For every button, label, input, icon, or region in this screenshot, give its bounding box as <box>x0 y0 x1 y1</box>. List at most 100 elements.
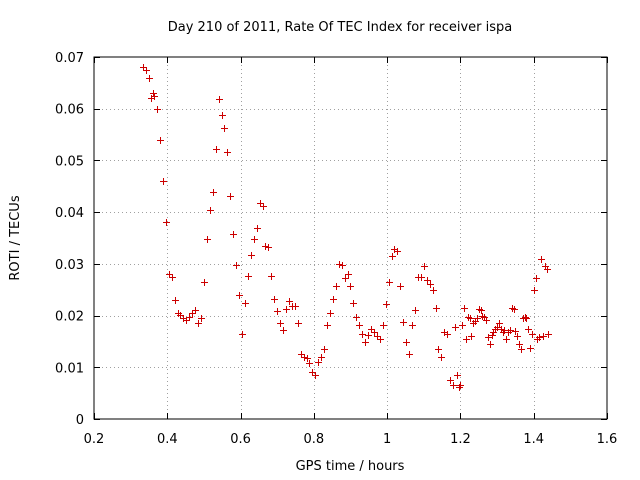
data-point <box>295 320 302 327</box>
data-point <box>483 317 490 324</box>
data-point <box>514 333 521 340</box>
data-points <box>140 64 552 391</box>
data-point <box>207 207 214 214</box>
data-point <box>183 317 190 324</box>
x-tick-label: 1.4 <box>523 432 544 447</box>
data-point <box>389 253 396 260</box>
data-point <box>424 277 431 284</box>
data-point <box>496 320 503 327</box>
data-point <box>150 90 157 97</box>
data-point <box>478 307 485 314</box>
data-point <box>467 315 474 322</box>
y-tick-label: 0 <box>76 413 84 428</box>
data-point <box>516 341 523 348</box>
data-point <box>277 320 284 327</box>
data-point <box>280 327 287 334</box>
data-point <box>140 64 147 71</box>
x-tick-labels: 0.2 0.4 0.6 0.8 1 1.2 1.4 1.6 <box>84 432 618 447</box>
data-point <box>236 292 243 299</box>
data-point <box>527 345 534 352</box>
data-point <box>444 331 451 338</box>
data-point <box>485 334 492 341</box>
data-point <box>538 256 545 263</box>
data-point <box>274 308 281 315</box>
data-point <box>304 355 311 362</box>
chart-title: Day 210 of 2011, Rate Of TEC Index for r… <box>168 20 513 35</box>
x-tick-label: 0.6 <box>230 432 251 447</box>
data-point <box>353 314 360 321</box>
y-tick-label: 0.04 <box>55 206 84 221</box>
data-point <box>309 369 316 376</box>
data-point <box>298 351 305 358</box>
data-point <box>146 75 153 82</box>
data-point <box>494 324 501 331</box>
data-point <box>271 296 278 303</box>
grid-lines <box>94 57 607 419</box>
data-point <box>330 296 337 303</box>
data-point <box>403 339 410 346</box>
data-point <box>386 279 393 286</box>
y-tick-label: 0.07 <box>55 51 84 66</box>
data-point <box>143 67 150 74</box>
data-point <box>201 279 208 286</box>
y-tick-label: 0.01 <box>55 361 84 376</box>
data-point <box>221 125 228 132</box>
data-point <box>461 305 468 312</box>
data-point <box>347 283 354 290</box>
y-tick-label: 0.05 <box>55 154 84 169</box>
data-point <box>427 281 434 288</box>
data-point <box>512 328 519 335</box>
data-point <box>318 354 325 361</box>
data-point <box>157 137 164 144</box>
data-point <box>204 236 211 243</box>
data-point <box>265 244 272 251</box>
data-point <box>397 283 404 290</box>
data-point <box>242 300 249 307</box>
x-tick-label: 1.6 <box>597 432 618 447</box>
data-point <box>400 319 407 326</box>
data-point <box>531 287 538 294</box>
data-point <box>233 262 240 269</box>
data-point <box>365 332 372 339</box>
data-point <box>324 322 331 329</box>
data-point <box>301 354 308 361</box>
data-point <box>257 200 264 207</box>
data-point <box>254 225 261 232</box>
data-point <box>339 262 346 269</box>
x-axis-label: GPS time / hours <box>296 459 405 474</box>
data-point <box>418 274 425 281</box>
data-point <box>377 336 384 343</box>
data-point <box>525 326 532 333</box>
data-point <box>327 310 334 317</box>
data-point <box>177 312 184 319</box>
data-point <box>383 301 390 308</box>
data-point <box>438 354 445 361</box>
data-point <box>239 331 246 338</box>
data-point <box>430 287 437 294</box>
data-point <box>262 243 269 250</box>
data-point <box>457 382 464 389</box>
data-point <box>160 178 167 185</box>
data-point <box>268 273 275 280</box>
data-point <box>412 307 419 314</box>
data-point <box>151 93 158 100</box>
data-point <box>163 219 170 226</box>
data-point <box>450 382 457 389</box>
data-point <box>545 331 552 338</box>
data-point <box>192 307 199 314</box>
data-point <box>406 351 413 358</box>
data-point <box>321 346 328 353</box>
data-point <box>189 310 196 317</box>
data-point <box>198 315 205 322</box>
data-point <box>380 322 387 329</box>
x-tick-label: 0.4 <box>157 432 178 447</box>
data-point <box>286 298 293 305</box>
data-point <box>292 303 299 310</box>
data-point <box>529 331 536 338</box>
data-point <box>503 336 510 343</box>
plot-frame <box>93 56 608 420</box>
data-point <box>336 261 343 268</box>
axis-ticks <box>94 57 608 420</box>
data-point <box>216 96 223 103</box>
data-point <box>154 106 161 113</box>
